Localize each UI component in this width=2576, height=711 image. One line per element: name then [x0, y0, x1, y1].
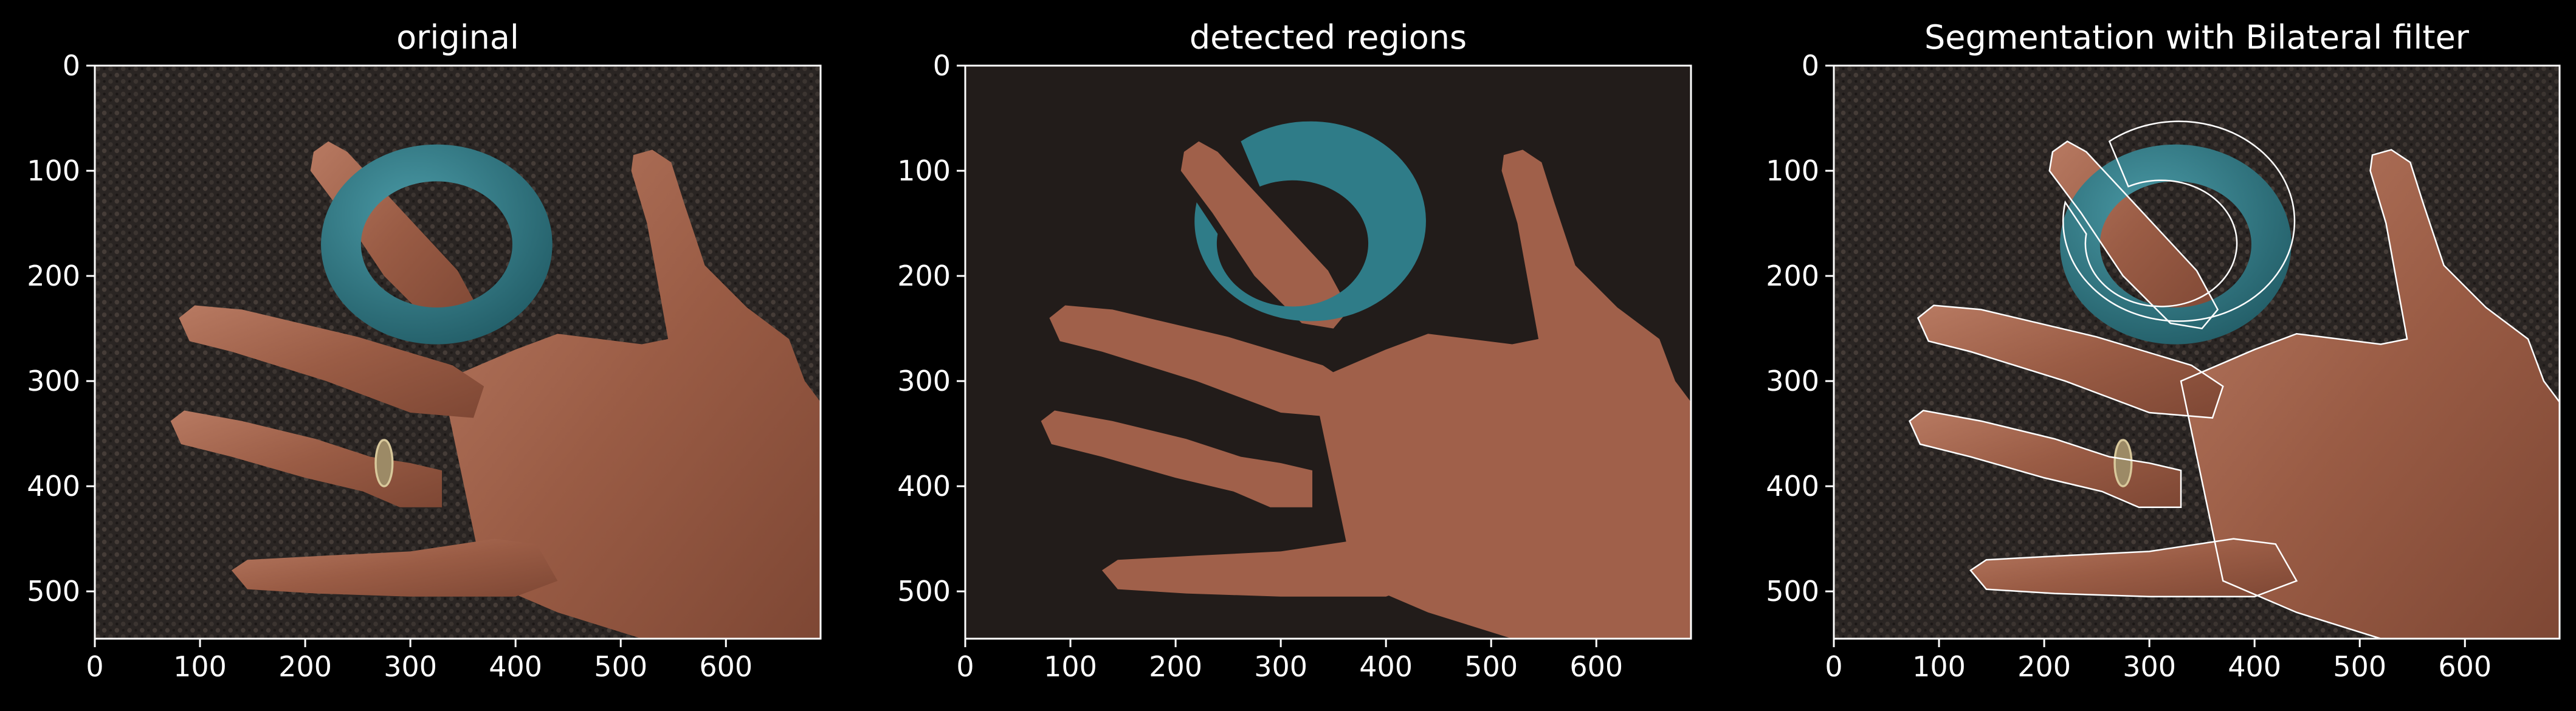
x-tick-label: 600	[2438, 650, 2492, 683]
y-tick-label: 200	[897, 259, 951, 292]
y-tick-label: 0	[933, 49, 951, 82]
image-area	[95, 66, 821, 639]
panels: original 0 100 200 300 400 500 600 0 100 200 300 400…	[27, 18, 2561, 683]
x-tick-label: 100	[1044, 650, 1097, 683]
image-area	[965, 66, 1691, 639]
x-tick-label: 400	[1359, 650, 1413, 683]
y-tick-label: 400	[1766, 470, 1819, 503]
panel-2: detected regions 0 100 200 300 400 500 600 0 100 2…	[897, 18, 1692, 683]
axes-frame	[964, 64, 1692, 640]
axes-frame	[94, 64, 822, 640]
x-tick-label: 300	[384, 650, 437, 683]
panel-1: original 0 100 200 300 400 500 600 0 100 200 300 400…	[27, 18, 822, 683]
axes-frame	[1833, 64, 2561, 640]
y-tick-label: 100	[27, 154, 80, 187]
y-tick-label: 300	[27, 365, 80, 397]
y-tick-label: 0	[63, 49, 80, 82]
x-tick-label: 200	[2017, 650, 2071, 683]
y-tick-label: 0	[1802, 49, 1819, 82]
y-tick-label: 500	[897, 575, 951, 608]
panel-title: Segmentation with Bilateral filter	[1924, 18, 2470, 57]
x-tick-label: 400	[2228, 650, 2281, 683]
panel-3: Segmentation with Bilateral filter 0 100 20…	[1766, 18, 2561, 683]
x-tick-label: 200	[278, 650, 332, 683]
x-tick-label: 600	[699, 650, 752, 683]
x-tick-label: 100	[1912, 650, 1966, 683]
x-tick-label: 0	[956, 650, 974, 683]
y-tick-label: 300	[1766, 365, 1819, 397]
x-tick-label: 0	[1825, 650, 1842, 683]
panel-title: original	[396, 18, 519, 57]
wedding-ring	[374, 439, 394, 487]
wedding-ring	[2113, 439, 2133, 487]
x-tick-label: 300	[2123, 650, 2176, 683]
x-tick-label: 0	[86, 650, 103, 683]
y-tick-label: 400	[897, 470, 951, 503]
x-tick-label: 500	[594, 650, 647, 683]
image-area	[1834, 66, 2560, 639]
panel-title: detected regions	[1190, 18, 1467, 57]
x-tick-label: 300	[1254, 650, 1307, 683]
x-tick-label: 200	[1149, 650, 1202, 683]
y-tick-label: 500	[1766, 575, 1819, 608]
x-tick-label: 400	[489, 650, 542, 683]
y-tick-label: 100	[1766, 154, 1819, 187]
y-tick-label: 200	[1766, 259, 1819, 292]
y-tick-label: 300	[897, 365, 951, 397]
y-tick-label: 500	[27, 575, 80, 608]
y-tick-label: 400	[27, 470, 80, 503]
y-tick-label: 100	[897, 154, 951, 187]
y-tick-label: 200	[27, 259, 80, 292]
x-tick-label: 600	[1569, 650, 1623, 683]
x-tick-label: 500	[1464, 650, 1518, 683]
x-tick-label: 100	[173, 650, 227, 683]
x-tick-label: 500	[2333, 650, 2386, 683]
